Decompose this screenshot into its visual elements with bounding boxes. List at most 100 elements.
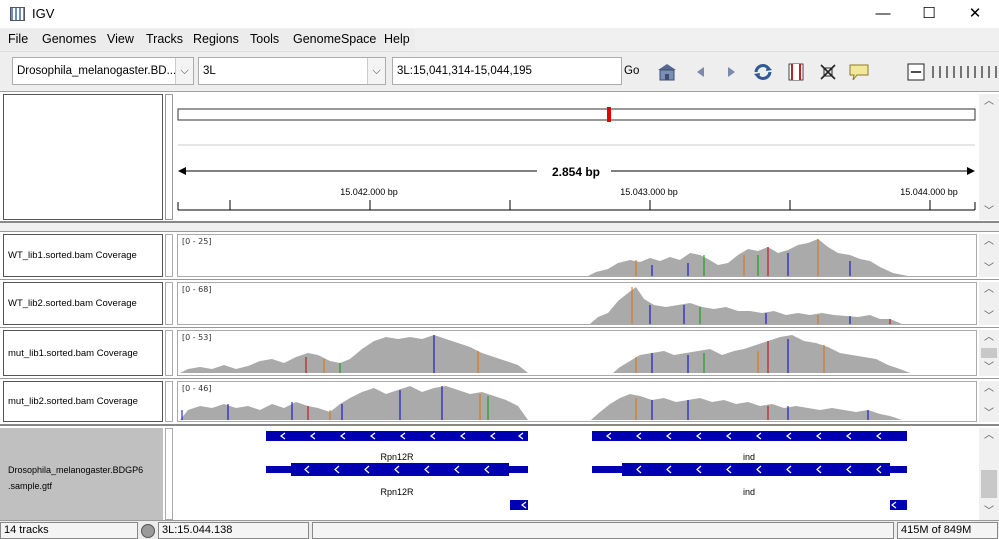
coverage-plot[interactable]: [0 - 53] bbox=[177, 330, 977, 376]
scroll-thumb[interactable] bbox=[981, 470, 997, 498]
header-panel: 2.854 bp 15.042.000 bp 15.043.000 bp 15.… bbox=[0, 91, 999, 223]
coverage-plot[interactable]: [0 - 25] bbox=[177, 234, 977, 277]
exon-cds[interactable] bbox=[622, 463, 890, 476]
menu-tools[interactable]: Tools bbox=[250, 32, 280, 46]
go-button[interactable]: Go bbox=[624, 65, 640, 77]
track-attribute bbox=[165, 330, 173, 376]
chevron-down-icon: ⌵ bbox=[175, 58, 193, 84]
title-bar: IGV — ☐ ✕ bbox=[0, 0, 999, 28]
gene-feature-rpn12r[interactable] bbox=[266, 431, 528, 441]
scroll-down-icon[interactable]: ﹀ bbox=[984, 408, 994, 419]
exon-cds[interactable] bbox=[291, 463, 509, 476]
roi-icon[interactable] bbox=[785, 62, 807, 82]
scroll-up-icon[interactable]: ︿ bbox=[984, 284, 994, 295]
exon-utr[interactable] bbox=[890, 466, 907, 473]
toolbar: Drosophila_melanogaster.BD... ⌵ 3L ⌵ 3L:… bbox=[0, 51, 999, 90]
track-scrollbar[interactable]: ︿ ﹀ bbox=[979, 330, 999, 376]
menu-bar: File Genomes View Tracks Regions Tools G… bbox=[0, 29, 415, 50]
track-scrollbar[interactable]: ︿ ﹀ bbox=[979, 234, 999, 277]
zoom-slider-icon[interactable] bbox=[930, 64, 998, 80]
gene-label: Rpn12R bbox=[380, 452, 414, 462]
gene-feature-ind[interactable] bbox=[592, 431, 907, 441]
memory-usage: 415M of 849M bbox=[897, 522, 998, 539]
scroll-down-icon[interactable]: ﹀ bbox=[984, 311, 994, 322]
track-scrollbar[interactable]: ︿ ﹀ bbox=[979, 381, 999, 422]
close-button[interactable]: ✕ bbox=[968, 5, 982, 22]
track-name[interactable]: WT_lib2.sorted.bam Coverage bbox=[3, 282, 163, 325]
exon-partial[interactable] bbox=[510, 500, 528, 510]
scroll-down-icon[interactable]: ﹀ bbox=[984, 206, 994, 217]
scroll-down-icon[interactable]: ﹀ bbox=[984, 263, 994, 274]
header-scrollbar[interactable]: ︿ ﹀ bbox=[979, 94, 999, 220]
ruler-tick-label: 15.044.000 bp bbox=[900, 187, 958, 197]
scroll-up-icon[interactable]: ︿ bbox=[984, 430, 994, 441]
menu-genomes[interactable]: Genomes bbox=[42, 32, 97, 46]
data-range-label: [0 - 68] bbox=[182, 285, 212, 294]
menu-regions[interactable]: Regions bbox=[193, 32, 239, 46]
refresh-icon[interactable] bbox=[752, 62, 774, 82]
track-attribute bbox=[165, 381, 173, 422]
exon-utr[interactable] bbox=[592, 466, 622, 473]
menu-help[interactable]: Help bbox=[384, 32, 410, 46]
menu-file[interactable]: File bbox=[8, 32, 29, 46]
coverage-track-mut-lib1: mut_lib1.sorted.bam Coverage [0 - 53] bbox=[0, 327, 999, 378]
chromosome-dropdown-value: 3L bbox=[203, 65, 216, 77]
coverage-plot[interactable]: [0 - 68] bbox=[177, 282, 977, 325]
track-name[interactable]: WT_lib1.sorted.bam Coverage bbox=[3, 234, 163, 277]
track-attribute bbox=[165, 428, 173, 520]
coverage-track-mut-lib2: mut_lib2.sorted.bam Coverage [0 - 46] bbox=[0, 378, 999, 424]
chevron-down-icon: ⌵ bbox=[367, 58, 385, 84]
data-range-label: [0 - 46] bbox=[182, 384, 212, 393]
ruler-tick-label: 15.043.000 bp bbox=[620, 187, 678, 197]
name-header-panel bbox=[3, 94, 163, 220]
scroll-up-icon[interactable]: ︿ bbox=[984, 332, 994, 343]
feature-track-name[interactable]: Drosophila_melanogaster.BDGP6 .sample.gt… bbox=[0, 428, 163, 522]
status-bar: 14 tracks 3L:15.044.138 415M of 849M bbox=[0, 520, 999, 539]
scroll-down-icon[interactable]: ﹀ bbox=[984, 362, 994, 373]
minimize-button[interactable]: — bbox=[875, 5, 891, 22]
scroll-up-icon[interactable]: ︿ bbox=[984, 383, 994, 394]
menu-view[interactable]: View bbox=[107, 32, 134, 46]
chromosome-position-marker bbox=[607, 107, 611, 122]
locus-input[interactable]: 3L:15,041,314-15,044,195 bbox=[392, 57, 622, 85]
popup-icon[interactable] bbox=[848, 62, 870, 82]
gene-label: ind bbox=[743, 487, 755, 497]
forward-icon[interactable] bbox=[720, 62, 742, 82]
resize-icon[interactable] bbox=[817, 62, 839, 82]
gene-label: ind bbox=[743, 452, 755, 462]
window-title: IGV bbox=[32, 6, 55, 21]
genome-dropdown[interactable]: Drosophila_melanogaster.BD... ⌵ bbox=[12, 57, 194, 85]
coverage-plot[interactable]: [0 - 46] bbox=[177, 381, 977, 422]
scroll-up-icon[interactable]: ︿ bbox=[984, 236, 994, 247]
back-icon[interactable] bbox=[690, 62, 712, 82]
exon-utr[interactable] bbox=[509, 466, 528, 473]
zoom-out-icon[interactable] bbox=[905, 62, 927, 82]
home-icon[interactable] bbox=[656, 62, 678, 82]
coverage-histogram bbox=[180, 386, 902, 420]
chromosome-dropdown[interactable]: 3L ⌵ bbox=[198, 57, 386, 85]
chromosome-ideogram[interactable] bbox=[177, 108, 976, 121]
data-range-label: [0 - 25] bbox=[182, 237, 212, 246]
scroll-up-icon[interactable]: ︿ bbox=[984, 96, 994, 107]
ruler-panel[interactable]: 2.854 bp 15.042.000 bp 15.043.000 bp 15.… bbox=[177, 92, 977, 222]
coverage-track-wt-lib2: WT_lib2.sorted.bam Coverage [0 - 68] ︿ ﹀ bbox=[0, 279, 999, 327]
feature-scrollbar[interactable]: ︿ ﹀ bbox=[979, 428, 999, 520]
menu-tracks[interactable]: Tracks bbox=[146, 32, 184, 46]
coverage-track-wt-lib1: WT_lib1.sorted.bam Coverage [0 - 25] ︿ ﹀ bbox=[0, 231, 999, 279]
feature-panel: Drosophila_melanogaster.BDGP6 .sample.gt… bbox=[0, 424, 999, 522]
exon-utr[interactable] bbox=[266, 466, 291, 473]
track-scrollbar[interactable]: ︿ ﹀ bbox=[979, 282, 999, 325]
track-attribute bbox=[165, 234, 173, 277]
track-name[interactable]: mut_lib2.sorted.bam Coverage bbox=[3, 381, 163, 422]
scroll-thumb[interactable] bbox=[981, 348, 997, 358]
exon-partial[interactable] bbox=[890, 500, 907, 510]
maximize-button[interactable]: ☐ bbox=[922, 5, 936, 22]
scroll-down-icon[interactable]: ﹀ bbox=[984, 506, 994, 517]
gene-label: Rpn12R bbox=[380, 487, 414, 497]
feature-track-data[interactable]: Rpn12R ind Rpn12R ind bbox=[177, 426, 977, 520]
menu-genomespace[interactable]: GenomeSpace bbox=[293, 32, 377, 46]
track-name[interactable]: mut_lib1.sorted.bam Coverage bbox=[3, 330, 163, 376]
gene-features-svg: Rpn12R ind Rpn12R ind bbox=[266, 431, 907, 510]
track-attribute bbox=[165, 282, 173, 325]
